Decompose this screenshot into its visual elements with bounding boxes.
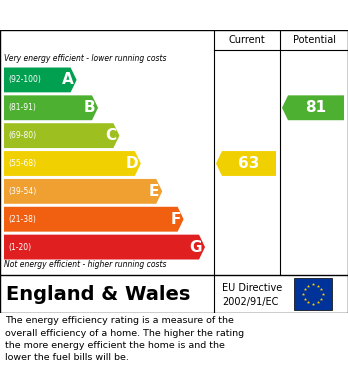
- Polygon shape: [4, 68, 77, 92]
- Text: (69-80): (69-80): [8, 131, 36, 140]
- Text: EU Directive: EU Directive: [222, 283, 282, 293]
- Polygon shape: [4, 95, 98, 120]
- Bar: [294, 278, 332, 310]
- Text: Current: Current: [229, 35, 266, 45]
- Text: Not energy efficient - higher running costs: Not energy efficient - higher running co…: [4, 260, 166, 269]
- Text: (55-68): (55-68): [8, 159, 36, 168]
- Text: D: D: [125, 156, 138, 171]
- Text: (21-38): (21-38): [8, 215, 36, 224]
- Text: (1-20): (1-20): [8, 242, 31, 251]
- Text: A: A: [62, 72, 74, 88]
- Text: (39-54): (39-54): [8, 187, 36, 196]
- Polygon shape: [4, 207, 184, 231]
- Text: G: G: [190, 240, 202, 255]
- Text: E: E: [149, 184, 159, 199]
- Text: C: C: [105, 128, 117, 143]
- Text: (81-91): (81-91): [8, 103, 36, 112]
- Text: England & Wales: England & Wales: [6, 285, 190, 303]
- Polygon shape: [4, 179, 162, 204]
- Text: Very energy efficient - lower running costs: Very energy efficient - lower running co…: [4, 54, 166, 63]
- Text: Energy Efficiency Rating: Energy Efficiency Rating: [60, 6, 288, 24]
- Text: Potential: Potential: [293, 35, 335, 45]
- Text: 81: 81: [306, 100, 326, 115]
- Polygon shape: [4, 235, 205, 260]
- Text: (92-100): (92-100): [8, 75, 41, 84]
- Text: The energy efficiency rating is a measure of the
overall efficiency of a home. T: The energy efficiency rating is a measur…: [5, 316, 244, 362]
- Polygon shape: [4, 123, 119, 148]
- Polygon shape: [282, 95, 344, 120]
- Text: B: B: [84, 100, 95, 115]
- Polygon shape: [216, 151, 276, 176]
- Polygon shape: [4, 151, 141, 176]
- Text: 63: 63: [238, 156, 260, 171]
- Text: F: F: [170, 212, 181, 227]
- Text: 2002/91/EC: 2002/91/EC: [222, 297, 278, 307]
